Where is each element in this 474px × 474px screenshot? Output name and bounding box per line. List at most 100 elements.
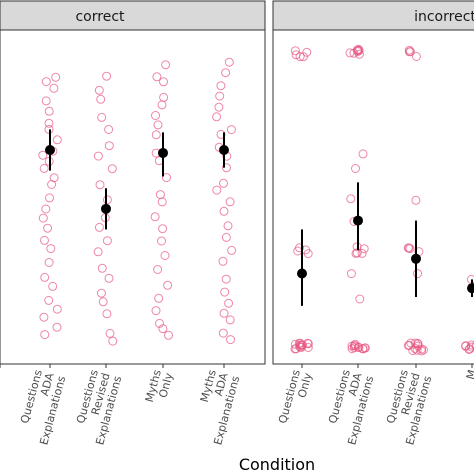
- x-tick-label: MythsADAExplanations: [188, 368, 242, 446]
- data-point: [411, 195, 421, 205]
- data-point: [44, 106, 54, 116]
- data-point: [96, 288, 106, 298]
- data-point: [159, 77, 168, 87]
- data-point: [97, 112, 107, 122]
- data-point: [107, 164, 117, 174]
- data-point: [52, 304, 62, 314]
- data-point: [212, 185, 222, 195]
- data-point: [93, 247, 103, 257]
- data-point: [162, 173, 171, 183]
- facet-panel-incorrect: incorrect QuestionsOnly QuestionsADAExplan…: [272, 0, 474, 446]
- data-point: [295, 52, 305, 62]
- data-point: [93, 151, 103, 161]
- data-point: [44, 258, 54, 267]
- mean-point: [158, 147, 168, 158]
- facet-strip-label: correct: [75, 9, 125, 25]
- data-point: [347, 344, 357, 354]
- data-point: [157, 236, 166, 246]
- data-point: [41, 204, 51, 214]
- data-point: [94, 85, 104, 95]
- data-point: [152, 72, 162, 82]
- data-point: [104, 125, 114, 134]
- data-point: [104, 141, 114, 151]
- data-point: [104, 273, 114, 283]
- data-point: [214, 102, 224, 112]
- facet-strip: [272, 0, 474, 31]
- data-point: [346, 194, 356, 204]
- data-point: [408, 346, 418, 356]
- data-point: [48, 281, 58, 291]
- data-point: [358, 344, 368, 354]
- data-point: [221, 232, 231, 242]
- data-point: [44, 118, 54, 128]
- data-point: [153, 120, 163, 130]
- data-point: [219, 178, 228, 188]
- data-point: [227, 245, 237, 255]
- data-point: [94, 222, 104, 232]
- data-point: [221, 68, 231, 78]
- data-point: [464, 345, 474, 354]
- data-point: [221, 274, 231, 284]
- data-point: [405, 47, 415, 57]
- data-point: [49, 83, 59, 93]
- data-point: [403, 341, 413, 350]
- data-point: [466, 340, 474, 350]
- data-point: [155, 190, 165, 200]
- x-tick-label: MythsOnly: [143, 368, 176, 407]
- data-point: [219, 206, 229, 216]
- data-point: [226, 125, 236, 135]
- data-point: [41, 96, 51, 106]
- data-point: [353, 342, 363, 352]
- mean-point: [353, 215, 363, 226]
- data-point: [108, 336, 118, 346]
- mean-point: [101, 203, 111, 214]
- data-point: [298, 340, 308, 350]
- data-point: [97, 263, 107, 273]
- data-point: [353, 45, 363, 55]
- data-point: [102, 71, 112, 81]
- plot-area: [0, 29, 266, 365]
- data-point: [151, 306, 161, 316]
- data-point: [357, 248, 367, 258]
- plot-area: [272, 29, 474, 365]
- data-point: [358, 149, 368, 159]
- data-point: [158, 224, 168, 234]
- data-point: [154, 293, 164, 303]
- data-point: [224, 57, 234, 67]
- data-point: [43, 223, 53, 233]
- data-point: [413, 269, 422, 279]
- data-point: [220, 287, 230, 297]
- mean-point: [219, 145, 229, 156]
- data-point: [41, 77, 51, 87]
- data-point: [102, 309, 112, 319]
- data-point: [354, 46, 364, 56]
- facet-panel-correct: correct QuestionsOnly QuestionsADAExplanat…: [0, 0, 266, 446]
- data-point: [38, 213, 48, 223]
- data-point: [38, 150, 48, 160]
- x-tick-label: QuestionsOnly: [276, 368, 315, 428]
- data-point: [298, 52, 308, 62]
- data-point: [216, 81, 226, 91]
- data-point: [159, 92, 169, 102]
- mean-point: [45, 145, 55, 156]
- data-point: [98, 297, 108, 307]
- data-point: [151, 111, 160, 120]
- data-point: [49, 173, 59, 183]
- data-point: [153, 265, 163, 274]
- data-point: [404, 45, 414, 55]
- data-point: [472, 341, 474, 349]
- x-tick-label: M: [464, 368, 474, 381]
- data-point: [105, 328, 115, 338]
- data-point: [51, 72, 61, 82]
- data-point: [303, 338, 313, 348]
- data-point: [466, 342, 474, 352]
- data-point: [412, 345, 422, 355]
- data-point: [44, 295, 54, 305]
- mean-point: [411, 253, 421, 264]
- data-point: [354, 49, 364, 59]
- data-point: [150, 212, 160, 222]
- facet-strip-label: incorrect: [414, 9, 474, 25]
- data-point: [218, 328, 228, 338]
- data-point: [359, 244, 369, 254]
